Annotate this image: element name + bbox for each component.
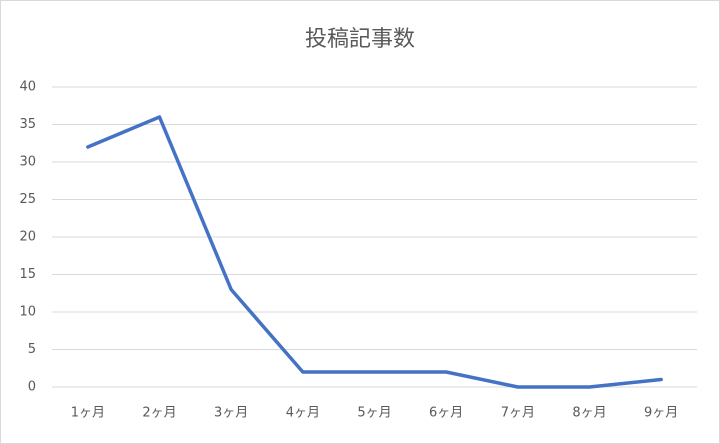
line-series bbox=[86, 115, 663, 389]
y-tick-label: 5 bbox=[28, 342, 36, 357]
x-tick-label: 6ヶ月 bbox=[429, 406, 463, 421]
x-tick-label: 9ヶ月 bbox=[644, 406, 678, 421]
y-tick-label: 0 bbox=[28, 380, 36, 395]
y-tick-label: 20 bbox=[19, 230, 36, 245]
x-tick-label: 3ヶ月 bbox=[214, 406, 248, 421]
x-tick-label: 5ヶ月 bbox=[357, 406, 391, 421]
x-tick-label: 4ヶ月 bbox=[286, 406, 320, 421]
y-tick-label: 40 bbox=[19, 80, 36, 95]
x-tick-label: 7ヶ月 bbox=[501, 406, 535, 421]
x-tick-label: 8ヶ月 bbox=[572, 406, 606, 421]
y-tick-label: 25 bbox=[19, 192, 36, 207]
chart-title: 投稿記事数 bbox=[305, 27, 415, 52]
y-tick-label: 10 bbox=[19, 305, 36, 320]
x-tick-label: 1ヶ月 bbox=[71, 406, 105, 421]
y-tick-label: 15 bbox=[19, 267, 36, 282]
y-tick-label: 30 bbox=[19, 155, 36, 170]
x-tick-label: 2ヶ月 bbox=[142, 406, 176, 421]
y-tick-label: 35 bbox=[19, 117, 36, 132]
